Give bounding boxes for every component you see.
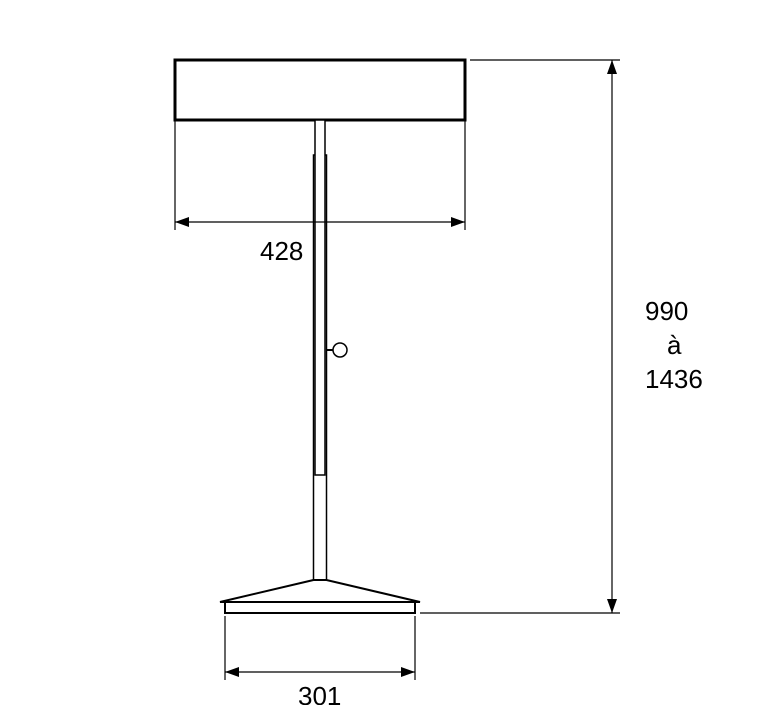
dim-bottom-label: 301 bbox=[298, 681, 341, 705]
dim-bottom-arrow-right bbox=[401, 667, 415, 677]
dim-top-arrow-left bbox=[175, 217, 189, 227]
dim-height-arrow-top bbox=[607, 60, 617, 74]
dim-height-label-3: 1436 bbox=[645, 364, 703, 394]
dim-top-label: 428 bbox=[260, 236, 303, 266]
adjust-knob bbox=[333, 343, 347, 357]
upper-pole bbox=[315, 120, 325, 475]
lamp-shade bbox=[175, 60, 465, 120]
base-plate bbox=[225, 602, 415, 613]
lamp-dimension-drawing: 428 301 990 à 1436 bbox=[0, 0, 774, 705]
dim-bottom-arrow-left bbox=[225, 667, 239, 677]
dim-height-label-1: 990 bbox=[645, 296, 688, 326]
dim-height-label-2: à bbox=[667, 330, 682, 360]
base-cone bbox=[220, 580, 420, 602]
dim-top-arrow-right bbox=[451, 217, 465, 227]
dim-height-arrow-bottom bbox=[607, 599, 617, 613]
